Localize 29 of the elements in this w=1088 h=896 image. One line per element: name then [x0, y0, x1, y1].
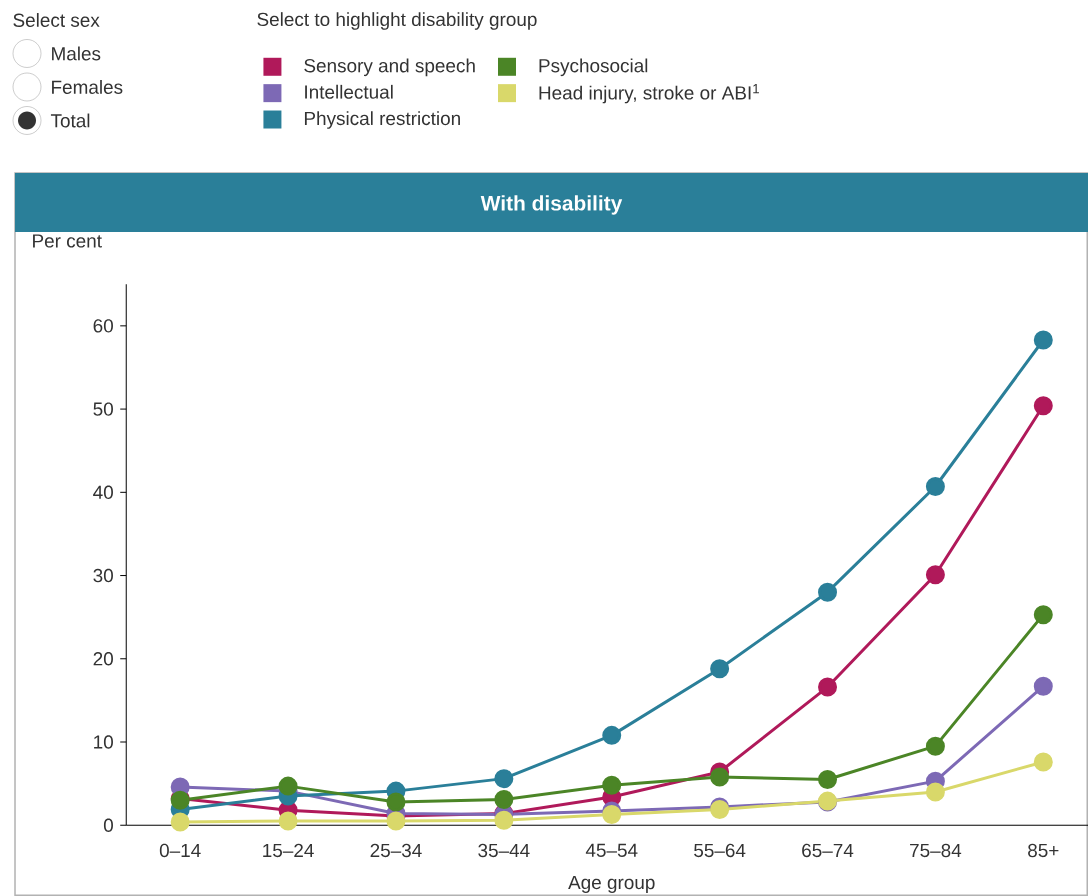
- y-tick-label: 40: [93, 485, 113, 500]
- legend-title: Select to highlight disability group: [257, 12, 537, 30]
- x-tick-label: 45–54: [585, 843, 638, 857]
- text: Select sex: [13, 13, 100, 27]
- legend-label: Physical restriction: [304, 111, 460, 129]
- legend-label: Sensory and speech: [304, 58, 475, 77]
- x-tick-label: 75–84: [910, 843, 962, 858]
- legend-label: Head injury, stroke or ABI$^{1}$: [539, 84, 759, 104]
- y-tick-label: 10: [94, 735, 113, 749]
- y-tick-label: 0: [103, 818, 113, 832]
- x-tick-label: 25–34: [370, 843, 422, 858]
- x-tick-label: 0–14: [159, 843, 201, 858]
- x-tick-label: 85+: [1028, 843, 1059, 858]
- text: Total: [50, 113, 90, 128]
- x-tick-label: 35–44: [478, 843, 530, 858]
- y-tick-label: 50: [93, 402, 113, 416]
- legend-label: Intellectual: [305, 84, 393, 99]
- y-tick-label: 30: [93, 568, 113, 583]
- x-tick-label: 65–74: [802, 843, 854, 858]
- y-axis-title: Per cent: [33, 234, 102, 248]
- text: Males: [52, 46, 101, 61]
- chart-title: With disability: [480, 195, 623, 215]
- legend-label: Psychosocial: [539, 58, 648, 77]
- y-tick-label: 60: [93, 319, 113, 333]
- x-tick-label: 15–24: [263, 843, 314, 858]
- y-tick-label: 20: [93, 652, 113, 666]
- x-tick-label: 55–64: [694, 843, 746, 858]
- text: Females: [52, 80, 123, 94]
- x-axis-title: Age group: [568, 875, 655, 893]
